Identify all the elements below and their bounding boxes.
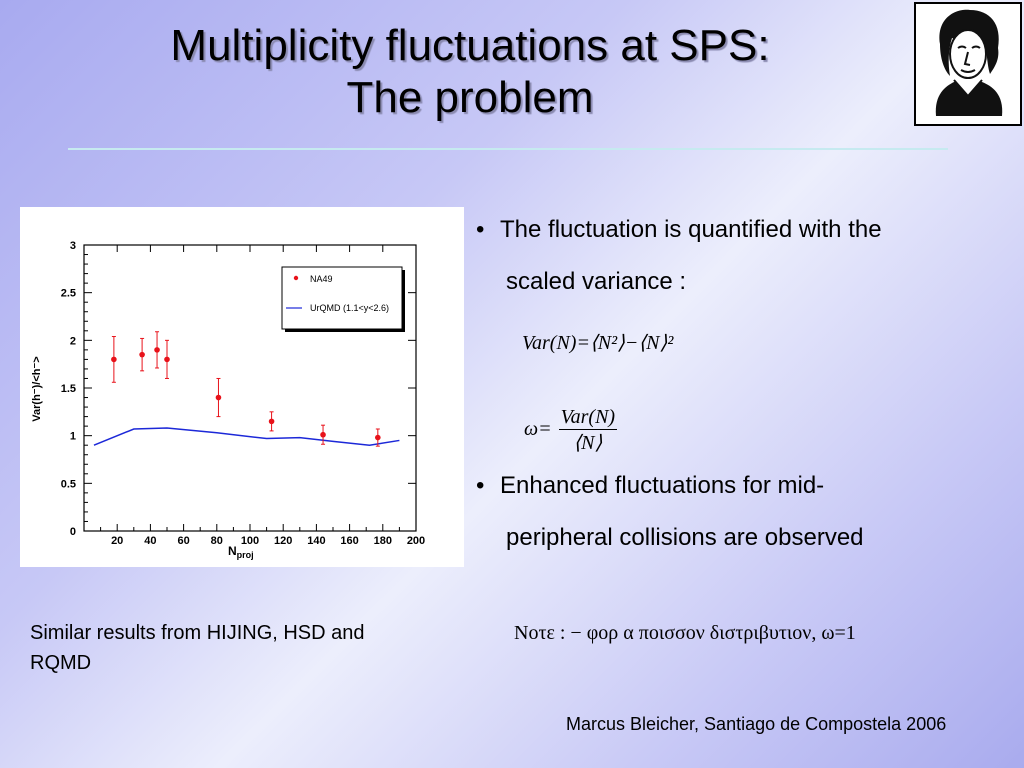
y-tick-label: 2: [70, 335, 76, 347]
na49-point: [320, 431, 326, 438]
na49-point: [154, 347, 160, 353]
y-axis-label: Var(h⁻)/<h⁻>: [31, 356, 43, 421]
similar-results-note: Similar results from HIJING, HSD and RQM…: [30, 622, 365, 674]
na49-point: [139, 351, 145, 358]
na49-point: [215, 394, 222, 401]
chart-svg: 20 40 60 80 100 120 140 160 180 20000.511.522.53 …: [31, 240, 425, 560]
legend-marker-na49: [293, 275, 299, 281]
y-tick-label: 3: [70, 240, 76, 252]
x-tick-label: 200: [407, 535, 425, 547]
bullet-dot: •: [476, 472, 485, 499]
bullet-dot: •: [476, 216, 485, 243]
na49-point: [375, 434, 381, 441]
na49-point: [268, 418, 275, 425]
poisson-note: Νοτε : − φορ α ποισσον διστριβυτιον, ω=1: [514, 622, 856, 644]
y-tick-label: 2.5: [61, 288, 76, 300]
x-tick-label: 180: [374, 535, 392, 547]
na49-point: [111, 356, 117, 363]
y-tick-label: 1: [70, 431, 76, 443]
formula-omega: ω= Var(N) ⟨N⟩: [524, 406, 618, 455]
na49-point: [164, 356, 170, 363]
y-tick-label: 1.5: [61, 383, 76, 395]
y-tick-label: 0: [70, 526, 76, 538]
footer-author: Marcus Bleicher, Santiago de Compostela …: [566, 714, 947, 734]
y-tick-label: 0.5: [61, 478, 76, 490]
slide-title: Multiplicity fluctuations at SPS: The pr…: [60, 20, 880, 124]
x-tick-label: 40: [144, 535, 156, 547]
bullet-2-line-2: peripheral collisions are observed: [506, 524, 864, 551]
x-tick-label: 120: [274, 535, 292, 547]
x-tick-label: 160: [340, 535, 358, 547]
bullet-2-line-1: Enhanced fluctuations for mid-: [500, 472, 825, 499]
chart-legend: NA49 UrQMD (1.1<y<2.6): [281, 266, 405, 332]
x-axis-label: Nproj: [228, 544, 254, 560]
title-line-1: Multiplicity fluctuations at SPS:: [170, 21, 770, 70]
x-tick-label: 80: [211, 535, 223, 547]
legend-label-na49: NA49: [310, 274, 333, 284]
urqmd-curve: [93, 427, 400, 446]
portrait-logo-icon: [914, 2, 1022, 126]
omega-denominator: ⟨N⟩: [573, 432, 603, 454]
chart-panel: 20 40 60 80 100 120 140 160 180 200 0 0.5 1 1.5 2 2.5 3 …: [20, 207, 464, 567]
formula-variance: Var(N)=⟨N²⟩−⟨N⟩²: [522, 332, 674, 354]
x-tick-label: 140: [307, 535, 325, 547]
x-tick-label: 20: [111, 535, 123, 547]
omega-numerator: Var(N): [558, 406, 618, 430]
x-tick-label: 60: [177, 535, 189, 547]
x-tick-label: 100: [241, 535, 259, 547]
bullet-1-line-1: The fluctuation is quantified with the: [500, 216, 882, 243]
omega-equals: ω=: [524, 418, 552, 441]
title-line-2: The problem: [346, 73, 594, 122]
title-divider: [68, 148, 948, 150]
bullet-1-line-2: scaled variance :: [506, 268, 687, 295]
legend-label-urqmd: UrQMD (1.1<y<2.6): [310, 303, 389, 313]
